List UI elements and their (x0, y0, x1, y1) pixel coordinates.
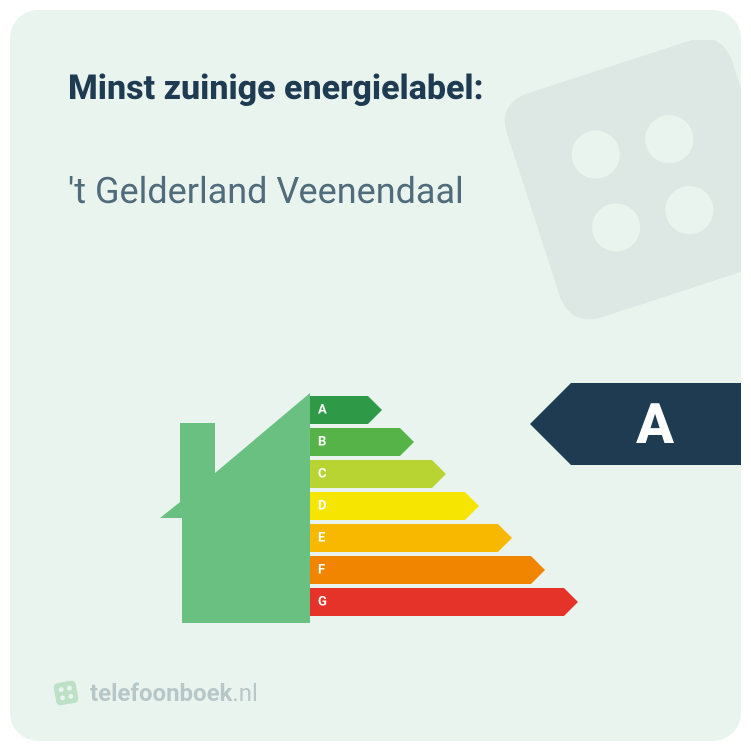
bar-letter: B (318, 435, 326, 450)
footer-text: telefoonboek.nl (90, 679, 258, 707)
footer-brand-tld: .nl (232, 679, 257, 707)
footer-brand: telefoonboek.nl (52, 679, 258, 707)
bar-letter: E (318, 531, 325, 546)
info-card: Minst zuinige energielabel: 't Gelderlan… (10, 10, 741, 741)
bar-letter: F (318, 563, 325, 578)
card-subtitle: 't Gelderland Veenendaal (68, 170, 464, 212)
card-title: Minst zuinige energielabel: (68, 68, 484, 108)
energy-label-graphic: A B C D E F G (160, 378, 590, 638)
footer-brand-name: telefoonboek (90, 679, 232, 707)
watermark-icon (481, 40, 741, 340)
bar-letter: D (318, 499, 326, 514)
bar-letter: G (318, 595, 327, 610)
selected-label-badge: A (571, 383, 741, 465)
bar-letter: C (318, 467, 327, 482)
house-icon (160, 378, 310, 628)
selected-label-letter: A (636, 391, 674, 457)
phonebook-icon (52, 679, 80, 707)
bar-letter: A (318, 403, 327, 418)
